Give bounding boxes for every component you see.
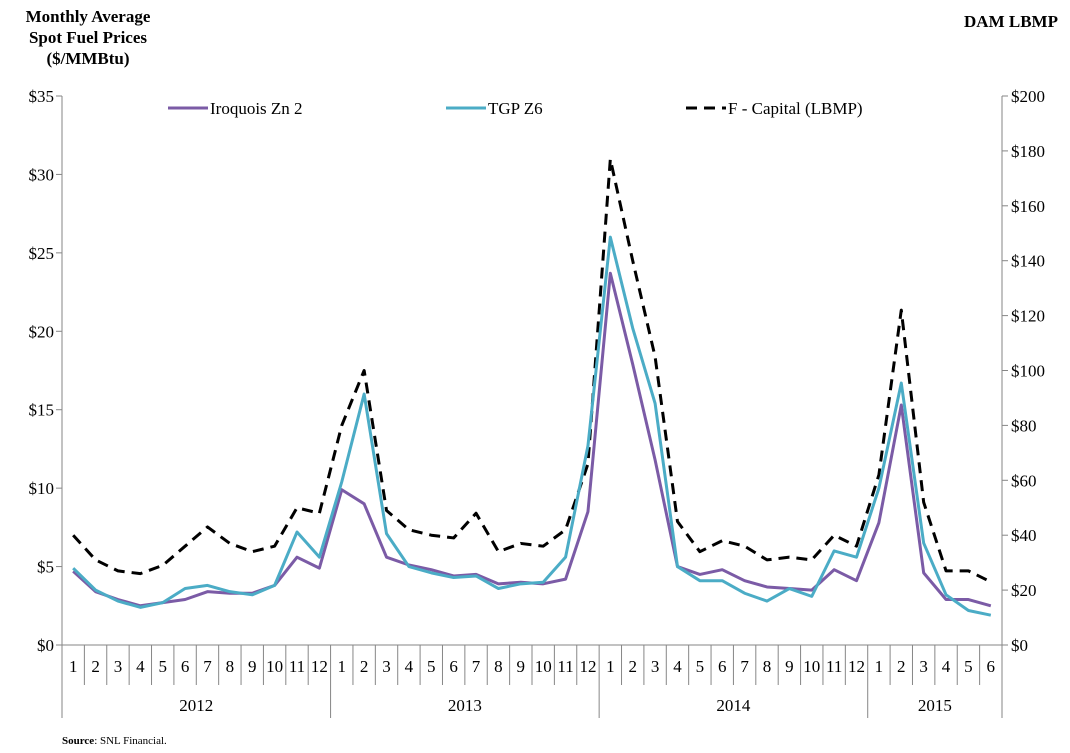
month-label: 10 <box>535 657 552 676</box>
right-tick-label: $20 <box>1011 581 1037 600</box>
right-tick-label: $0 <box>1011 636 1028 655</box>
right-tick-label: $140 <box>1011 252 1045 271</box>
year-label: 2014 <box>716 696 751 715</box>
month-label: 1 <box>69 657 78 676</box>
right-axis-title: DAM LBMP <box>964 12 1058 31</box>
legend-label: Iroquois Zn 2 <box>210 99 303 118</box>
right-tick-label: $160 <box>1011 197 1045 216</box>
month-label: 3 <box>651 657 660 676</box>
right-tick-label: $200 <box>1011 87 1045 106</box>
right-tick-label: $40 <box>1011 526 1037 545</box>
left-tick-label: $25 <box>29 244 55 263</box>
month-label: 2 <box>360 657 369 676</box>
series-line-tgp-z6 <box>72 235 992 617</box>
month-label: 8 <box>226 657 235 676</box>
month-label: 12 <box>311 657 328 676</box>
legend-label: TGP Z6 <box>488 99 543 118</box>
year-label: 2012 <box>179 696 213 715</box>
source-note: Source: SNL Financial. <box>62 735 167 747</box>
month-label: 7 <box>203 657 212 676</box>
month-label: 5 <box>964 657 973 676</box>
legend: Iroquois Zn 2 TGP Z6 F - Capital (LBMP) <box>168 99 863 118</box>
month-label: 9 <box>785 657 794 676</box>
year-label: 2015 <box>918 696 952 715</box>
month-label: 2 <box>897 657 906 676</box>
left-tick-label: $35 <box>29 87 55 106</box>
right-tick-label: $100 <box>1011 362 1045 381</box>
right-tick-label: $120 <box>1011 307 1045 326</box>
month-label: 7 <box>472 657 481 676</box>
left-axis-title-line-2: Spot Fuel Prices <box>28 28 148 47</box>
left-tick-label: $30 <box>29 165 55 184</box>
month-label: 6 <box>987 657 996 676</box>
left-tick-label: $15 <box>29 401 55 420</box>
month-label: 1 <box>338 657 347 676</box>
month-label: 4 <box>942 657 951 676</box>
series-line-f-capital-lbmp- <box>72 157 992 584</box>
month-label: 3 <box>919 657 928 676</box>
month-label: 6 <box>181 657 190 676</box>
month-label: 10 <box>803 657 820 676</box>
month-label: 7 <box>740 657 749 676</box>
left-axis-title: Monthly Average Spot Fuel Prices ($/MMBt… <box>4 6 172 69</box>
month-label: 6 <box>449 657 458 676</box>
month-label: 11 <box>289 657 305 676</box>
right-tick-label: $80 <box>1011 416 1037 435</box>
month-label: 8 <box>763 657 772 676</box>
month-label: 3 <box>114 657 123 676</box>
series-lines <box>72 157 992 617</box>
legend-label: F - Capital (LBMP) <box>728 99 863 118</box>
source-text: : SNL Financial. <box>94 735 167 747</box>
left-axis-title-line-3: ($/MMBtu) <box>46 49 130 68</box>
month-label: 9 <box>248 657 257 676</box>
left-axis-title-line-1: Monthly Average <box>25 7 151 26</box>
month-label: 12 <box>579 657 596 676</box>
month-label: 5 <box>427 657 436 676</box>
month-label: 5 <box>158 657 167 676</box>
left-tick-label: $10 <box>29 479 55 498</box>
month-label: 11 <box>557 657 573 676</box>
month-label: 6 <box>718 657 727 676</box>
left-tick-label: $5 <box>37 558 54 577</box>
month-label: 10 <box>266 657 283 676</box>
month-label: 9 <box>517 657 526 676</box>
month-label: 3 <box>382 657 391 676</box>
right-tick-label: $180 <box>1011 142 1045 161</box>
month-label: 11 <box>826 657 842 676</box>
month-label: 12 <box>848 657 865 676</box>
year-label: 2013 <box>448 696 482 715</box>
month-label: 2 <box>628 657 637 676</box>
source-label: Source <box>62 735 95 747</box>
month-label: 8 <box>494 657 503 676</box>
right-tick-label: $60 <box>1011 471 1037 490</box>
month-label: 4 <box>673 657 682 676</box>
month-label: 1 <box>606 657 615 676</box>
month-label: 1 <box>875 657 884 676</box>
month-label: 4 <box>136 657 145 676</box>
left-tick-label: $0 <box>37 636 54 655</box>
month-label: 5 <box>696 657 705 676</box>
month-label: 4 <box>405 657 414 676</box>
left-tick-label: $20 <box>29 322 55 341</box>
month-label: 2 <box>91 657 100 676</box>
chart-axes: $0 $5 $10 $15 $20 $25 $30 $35 $0 $20 $40 $60 $80 $100… <box>29 87 1045 718</box>
